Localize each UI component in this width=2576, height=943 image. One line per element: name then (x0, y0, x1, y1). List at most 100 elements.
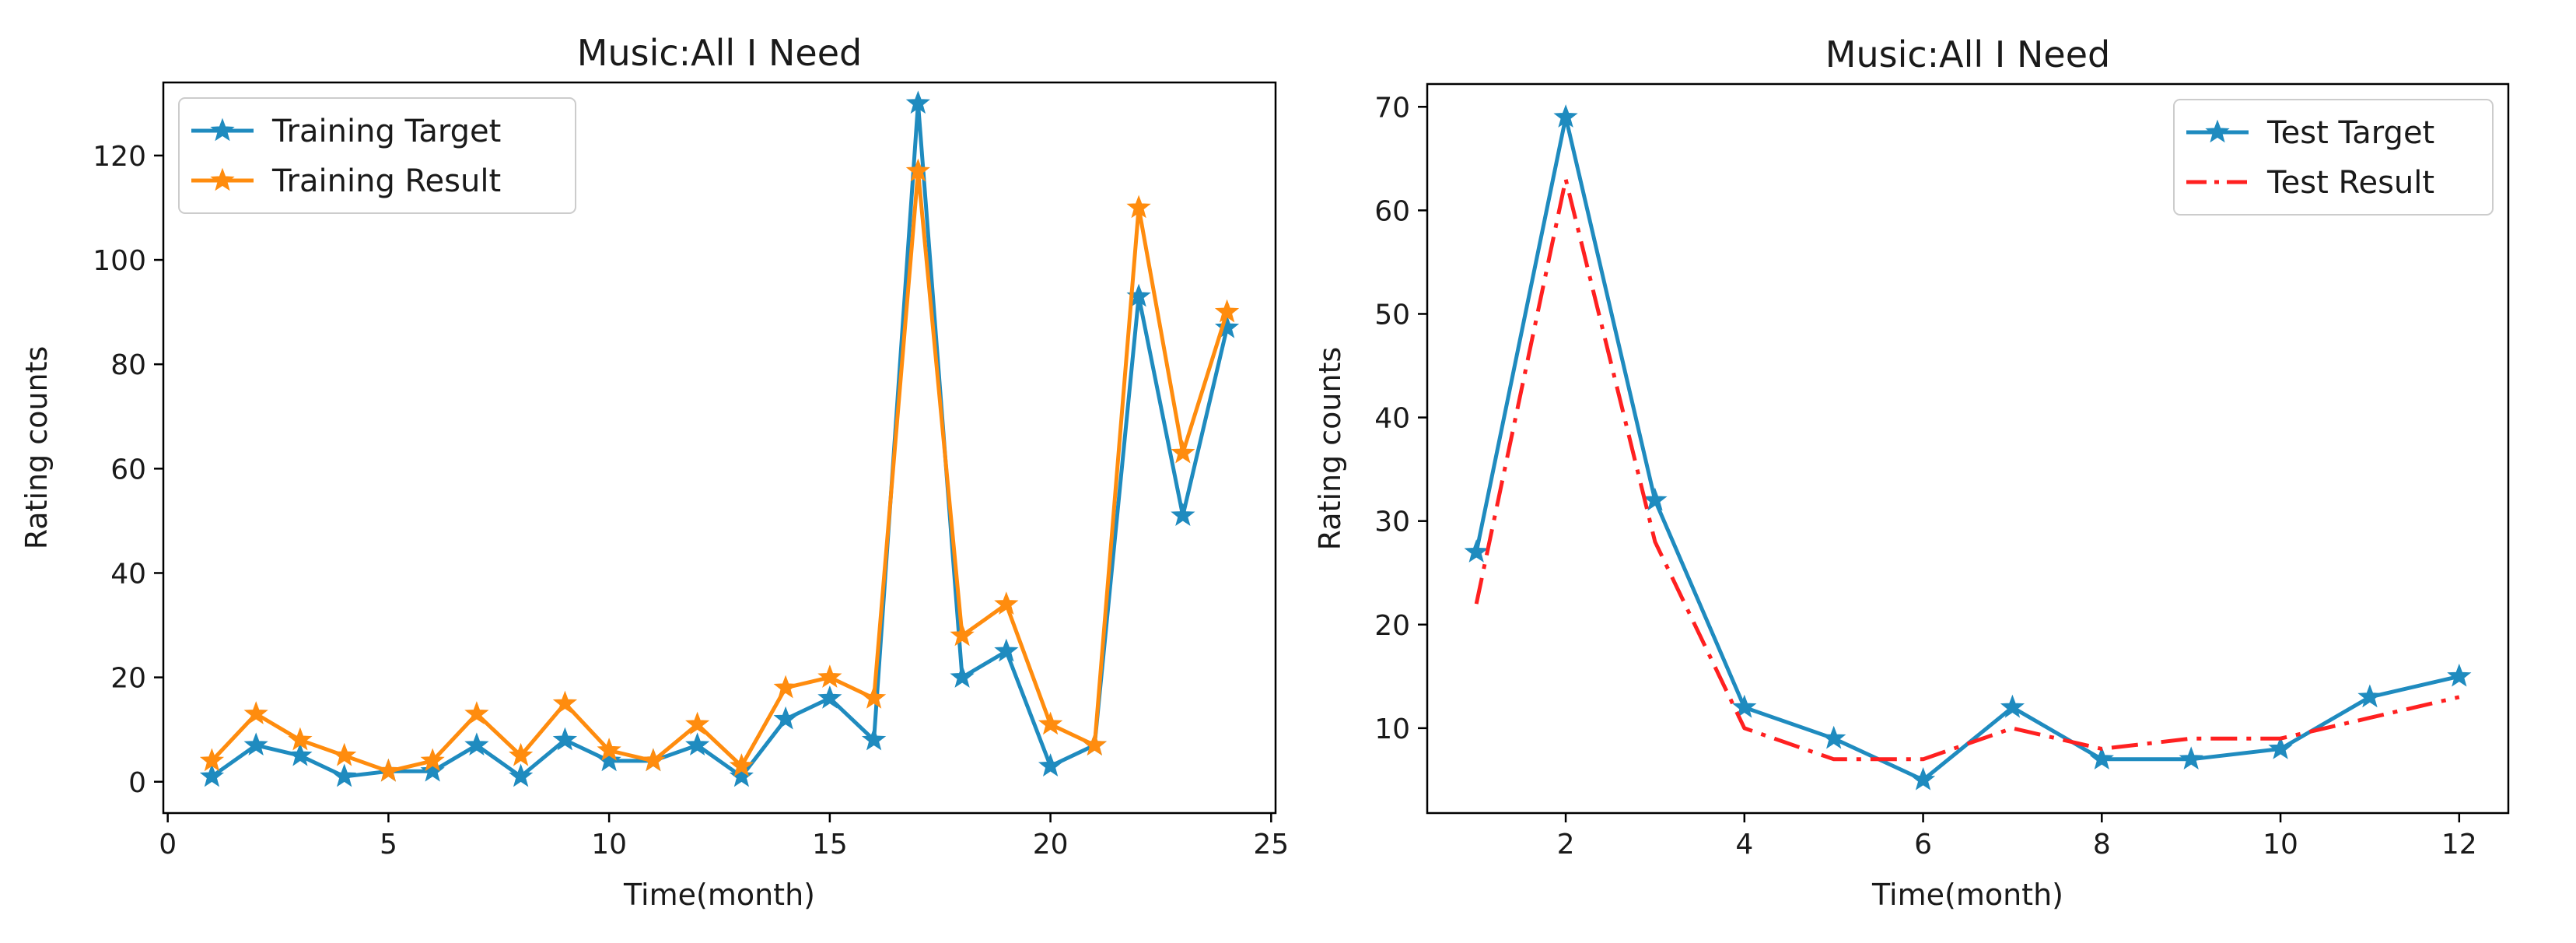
data-point (597, 748, 621, 772)
legend-box (2173, 99, 2494, 216)
data-point (288, 727, 313, 751)
chart-title: Music:All I Need (577, 32, 862, 74)
data-point (905, 90, 930, 114)
data-point (994, 591, 1019, 615)
data-point (1038, 753, 1063, 776)
data-point (2000, 694, 2025, 718)
data-point (2268, 736, 2293, 759)
y-tick-label: 100 (93, 245, 146, 277)
y-tick-label: 50 (1374, 299, 1410, 331)
legend-label: Test Target (2266, 115, 2434, 151)
data-point (199, 763, 225, 787)
data-point (817, 664, 842, 688)
y-tick-label: 60 (110, 454, 146, 486)
data-point (685, 711, 710, 735)
data-point (1732, 694, 1757, 718)
data-point (288, 742, 313, 766)
data-point (243, 732, 268, 756)
data-point (2179, 746, 2203, 770)
y-axis-label: Rating counts (19, 346, 54, 550)
data-point (199, 748, 225, 772)
data-point (729, 763, 754, 787)
data-point (950, 622, 975, 647)
data-point (509, 763, 534, 787)
data-point (1038, 711, 1063, 735)
legend: Training Target Training Result (178, 97, 576, 214)
legend: Test Target Test Result (2173, 99, 2494, 216)
x-tick-label: 6 (1914, 829, 1932, 861)
data-point (1171, 440, 1195, 464)
y-tick-label: 60 (1374, 195, 1410, 227)
data-point (1553, 104, 1578, 128)
x-tick-label: 0 (159, 829, 177, 861)
data-point (597, 738, 621, 761)
data-point (1910, 766, 1936, 791)
x-tick-label: 12 (2441, 829, 2477, 861)
legend-marker (2205, 119, 2230, 143)
x-tick-label: 20 (1033, 829, 1069, 861)
x-tick-label: 4 (1735, 829, 1753, 861)
chart-right: Music:All I Need 2 4 6 8 10 12 10 20 30 40 50 60 70 Ti… (1313, 33, 2510, 912)
legend-label: Training Target (271, 114, 501, 149)
x-tick-label: 5 (380, 829, 397, 861)
data-point (1214, 299, 1240, 323)
y-tick-label: 20 (1374, 610, 1410, 642)
data-point (332, 763, 357, 787)
y-tick-label: 10 (1374, 713, 1410, 745)
legend-marker (210, 167, 235, 191)
y-tick-label: 40 (1374, 403, 1410, 435)
y-tick-label: 0 (128, 767, 146, 799)
series-training-result (199, 158, 1240, 782)
x-tick-label: 10 (2263, 829, 2298, 861)
data-point (1643, 487, 1668, 511)
x-tick-label: 8 (2093, 829, 2111, 861)
y-tick-label: 30 (1374, 507, 1410, 538)
data-point (1214, 314, 1240, 338)
x-tick-label: 2 (1557, 829, 1575, 861)
chart-title: Music:All I Need (1825, 33, 2110, 75)
data-point (1126, 195, 1151, 219)
data-point (861, 727, 887, 751)
y-tick-label: 80 (110, 349, 146, 381)
data-point (332, 742, 357, 766)
x-axis-label: Time(month) (1871, 878, 2063, 912)
legend-label: Training Result (271, 163, 501, 199)
data-point (994, 638, 1019, 662)
chart-left: Music:All I Need 0 5 10 15 20 25 0 20 40 60 80 100 12… (19, 32, 1289, 912)
data-point (420, 748, 445, 772)
data-point (641, 748, 666, 772)
data-point (685, 732, 710, 756)
series-test-result (1474, 177, 2460, 762)
data-point (243, 701, 268, 724)
data-point (1822, 725, 1846, 749)
y-tick-label: 120 (93, 141, 146, 173)
data-point (773, 675, 798, 699)
data-point (420, 758, 445, 782)
legend-label: Test Result (2266, 165, 2434, 201)
data-point (773, 706, 798, 730)
x-tick-label: 10 (591, 829, 627, 861)
data-point (464, 701, 489, 724)
legend-marker (210, 117, 235, 142)
data-point (509, 742, 534, 766)
series-line (1474, 177, 2460, 762)
data-point (817, 685, 842, 709)
data-point (1464, 539, 1489, 563)
data-point (552, 690, 578, 714)
series-line (1474, 115, 2460, 782)
series-line (210, 169, 1229, 773)
plot-frame (162, 81, 1277, 815)
data-point (905, 158, 930, 182)
data-point (1171, 503, 1195, 526)
data-point (2089, 746, 2114, 770)
y-tick-label: 40 (110, 558, 146, 590)
data-point (376, 758, 401, 782)
legend-box (178, 97, 576, 214)
x-tick-label: 25 (1253, 829, 1289, 861)
data-point (2357, 684, 2382, 708)
x-axis-label: Time(month) (623, 878, 815, 912)
data-point (552, 727, 578, 751)
y-tick-label: 20 (110, 663, 146, 695)
data-point (1082, 732, 1107, 756)
